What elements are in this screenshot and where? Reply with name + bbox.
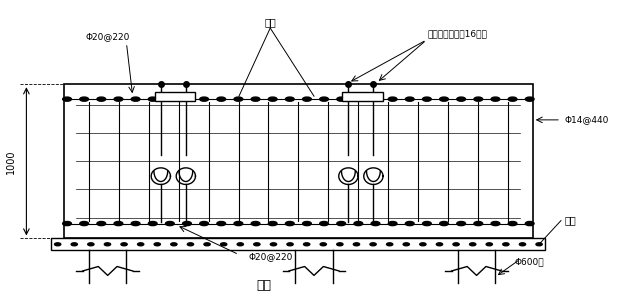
Circle shape <box>337 243 343 246</box>
Circle shape <box>436 243 443 246</box>
Circle shape <box>303 243 310 246</box>
Circle shape <box>423 222 431 226</box>
Circle shape <box>303 222 311 226</box>
Circle shape <box>491 97 500 101</box>
Circle shape <box>165 97 174 101</box>
Circle shape <box>63 222 72 226</box>
Circle shape <box>354 97 363 101</box>
Circle shape <box>508 97 517 101</box>
Circle shape <box>503 243 509 246</box>
Circle shape <box>508 222 517 226</box>
Circle shape <box>183 222 192 226</box>
Circle shape <box>423 97 431 101</box>
Circle shape <box>237 243 244 246</box>
Circle shape <box>420 243 426 246</box>
Circle shape <box>388 222 397 226</box>
Bar <box>154 92 195 101</box>
Circle shape <box>114 97 123 101</box>
Circle shape <box>88 243 94 246</box>
Circle shape <box>268 222 277 226</box>
Circle shape <box>220 243 227 246</box>
Bar <box>64 84 533 238</box>
Text: 垫板: 垫板 <box>264 17 276 27</box>
Bar <box>342 92 383 101</box>
Circle shape <box>204 243 210 246</box>
Text: Φ20@220: Φ20@220 <box>248 252 293 261</box>
Circle shape <box>154 243 160 246</box>
Circle shape <box>80 97 89 101</box>
Circle shape <box>121 243 127 246</box>
Circle shape <box>234 222 243 226</box>
Circle shape <box>171 243 177 246</box>
Circle shape <box>486 243 492 246</box>
Bar <box>51 238 545 250</box>
Circle shape <box>234 97 243 101</box>
Circle shape <box>71 243 77 246</box>
Circle shape <box>320 243 327 246</box>
Circle shape <box>251 97 260 101</box>
Circle shape <box>440 97 448 101</box>
Text: 四组地脚螺栓（16根）: 四组地脚螺栓（16根） <box>428 30 488 39</box>
Circle shape <box>97 97 106 101</box>
Circle shape <box>440 222 448 226</box>
Circle shape <box>165 222 174 226</box>
Circle shape <box>104 243 111 246</box>
Circle shape <box>251 222 260 226</box>
Circle shape <box>80 222 89 226</box>
Circle shape <box>200 97 208 101</box>
Circle shape <box>285 97 294 101</box>
Text: 图一: 图一 <box>256 279 271 292</box>
Circle shape <box>63 97 72 101</box>
Circle shape <box>320 97 328 101</box>
Circle shape <box>370 243 376 246</box>
Circle shape <box>187 243 193 246</box>
Circle shape <box>114 222 123 226</box>
Circle shape <box>217 222 225 226</box>
Text: 垫层: 垫层 <box>564 216 576 225</box>
Circle shape <box>371 97 380 101</box>
Circle shape <box>320 222 328 226</box>
Circle shape <box>303 97 311 101</box>
Circle shape <box>268 97 277 101</box>
Circle shape <box>387 243 392 246</box>
Circle shape <box>183 97 192 101</box>
Circle shape <box>403 243 409 246</box>
Circle shape <box>337 97 345 101</box>
Circle shape <box>148 222 157 226</box>
Circle shape <box>457 97 465 101</box>
Circle shape <box>526 222 534 226</box>
Circle shape <box>536 243 542 246</box>
Circle shape <box>254 243 260 246</box>
Circle shape <box>131 97 140 101</box>
Circle shape <box>354 243 360 246</box>
Text: 1000: 1000 <box>6 149 16 174</box>
Text: Φ20@220: Φ20@220 <box>85 32 130 42</box>
Circle shape <box>470 243 476 246</box>
Circle shape <box>491 222 500 226</box>
Circle shape <box>519 243 526 246</box>
Circle shape <box>287 243 293 246</box>
Circle shape <box>337 222 345 226</box>
Circle shape <box>474 222 483 226</box>
Circle shape <box>55 243 61 246</box>
Circle shape <box>138 243 144 246</box>
Circle shape <box>131 222 140 226</box>
Circle shape <box>371 222 380 226</box>
Circle shape <box>270 243 276 246</box>
Circle shape <box>148 97 157 101</box>
Circle shape <box>217 97 225 101</box>
Circle shape <box>526 97 534 101</box>
Circle shape <box>354 222 363 226</box>
Circle shape <box>97 222 106 226</box>
Circle shape <box>388 97 397 101</box>
Text: Φ600桩: Φ600桩 <box>514 257 544 267</box>
Circle shape <box>457 222 465 226</box>
Text: Φ14@440: Φ14@440 <box>564 115 609 124</box>
Circle shape <box>200 222 208 226</box>
Circle shape <box>406 222 414 226</box>
Circle shape <box>453 243 459 246</box>
Circle shape <box>406 97 414 101</box>
Circle shape <box>285 222 294 226</box>
Circle shape <box>474 97 483 101</box>
